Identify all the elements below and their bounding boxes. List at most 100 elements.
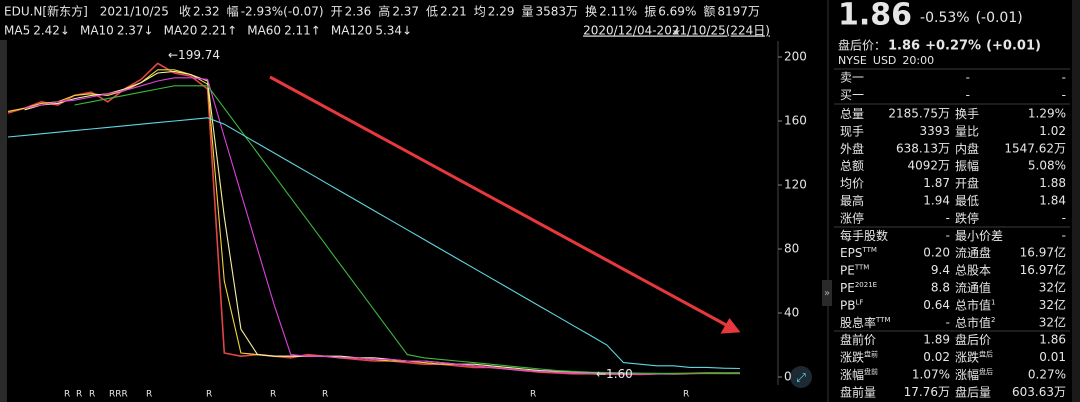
field-value: 17.76万 — [904, 385, 950, 399]
field-label-text: 均价 — [840, 176, 864, 190]
field-value: 1.86 — [1039, 333, 1066, 347]
y-tick-label: 120 — [784, 178, 807, 192]
field-value: 1.87 — [923, 176, 950, 190]
y-tick-label: 200 — [784, 50, 807, 64]
field-value: 1.89 — [923, 333, 950, 347]
field-label: 盘前量 — [840, 384, 876, 399]
scrollbar[interactable] — [1072, 0, 1080, 402]
field-value: 603.63万 — [1012, 385, 1066, 399]
symbol: EDU.N[新东方] — [4, 4, 88, 19]
field-label-text: 流通盘 — [955, 245, 991, 260]
event-marker: R — [64, 390, 70, 400]
field-value: - — [1062, 228, 1066, 242]
field-label: 振幅 — [955, 158, 979, 173]
field-label: 换手 — [955, 107, 979, 121]
event-marker: R — [206, 390, 212, 400]
field-label: PBLF — [840, 298, 863, 312]
field-label-text: 外盘 — [840, 140, 864, 155]
field-label-text: PE — [840, 281, 855, 295]
field-value: 1.88 — [1039, 176, 1066, 190]
field-value: 16.97亿 — [1020, 262, 1066, 277]
extreme-label: ←199.74 — [168, 48, 220, 62]
star-icon[interactable]: ★ — [672, 27, 681, 38]
quote-value: 2.37 — [392, 5, 419, 19]
field-label-text: 总量 — [840, 107, 864, 121]
collapse-button[interactable] — [822, 280, 832, 306]
field-value: 1.29% — [1028, 107, 1066, 121]
field-label: 最高 — [840, 193, 864, 208]
quote-value: 2.29 — [488, 5, 515, 19]
legend-name: MA60 — [247, 24, 281, 38]
field-label: 涨跌盘前 — [840, 349, 878, 364]
field-value: 16.97亿 — [1020, 245, 1066, 260]
order-price: - — [966, 88, 970, 102]
field-label: 最小价差 — [955, 228, 1003, 242]
after-value: (+0.01) — [986, 39, 1041, 54]
field-label: 外盘 — [840, 140, 864, 155]
order-volume: - — [1062, 71, 1066, 85]
field-value: 638.13万 — [896, 141, 950, 155]
event-marker: RRR — [109, 390, 128, 400]
field-label-text: PE — [840, 263, 855, 277]
field-label-text: 换手 — [955, 107, 979, 121]
order-label: 买一 — [840, 88, 864, 102]
trend-arrow — [269, 75, 729, 328]
field-label-text: 涨幅 — [840, 367, 864, 382]
field-label: 流通值 — [955, 280, 991, 295]
y-tick-label: 40 — [784, 306, 799, 320]
field-value: 1.02 — [1039, 124, 1066, 138]
quote-label: 低 — [426, 5, 438, 19]
field-label-text: 最高 — [840, 193, 864, 208]
field-label-text: 每手股数 — [840, 227, 888, 242]
field-label-text: 涨跌 — [955, 349, 979, 364]
field-label-text: 总额 — [840, 159, 864, 173]
quote-label: 换 — [585, 5, 597, 19]
y-tick-label: 160 — [784, 114, 807, 128]
field-label-sup: 盘前 — [864, 367, 878, 376]
extreme-label: ←1.60 — [596, 367, 633, 381]
field-value: 9.4 — [931, 263, 950, 277]
collapse-icon[interactable]: » — [824, 288, 830, 299]
price-line — [74, 85, 740, 375]
field-label: 总量 — [840, 107, 864, 121]
field-label-text: 现手 — [840, 124, 864, 138]
field-value: 32亿 — [1039, 280, 1066, 295]
field-label-sup: 盘后 — [979, 367, 993, 376]
quote-label: 振 — [644, 5, 656, 19]
date: 2021/10/25 — [100, 5, 169, 19]
field-value: 32亿 — [1039, 297, 1066, 312]
quote-label: 量 — [522, 5, 534, 19]
field-label: 盘后量 — [955, 384, 991, 399]
legend-value: 2.37↓ — [117, 24, 154, 38]
field-value: 1.07% — [912, 368, 950, 382]
field-label-text: 跌停 — [955, 210, 979, 225]
quote-label: 幅 — [227, 4, 239, 19]
field-label-text: 开盘 — [955, 175, 979, 190]
expand-button[interactable] — [790, 366, 812, 388]
field-label: 涨跌盘后 — [955, 349, 993, 364]
order-price: - — [966, 71, 970, 85]
field-label: 盘后价 — [955, 332, 991, 347]
quote-value: 2.36 — [345, 5, 372, 19]
legend-value: 2.42↓ — [33, 24, 70, 38]
expand-icon[interactable]: ⤢ — [795, 371, 806, 385]
field-label-text: 总市值 — [955, 314, 991, 329]
market-info: USD — [873, 54, 897, 67]
field-label-text: 盘后价 — [955, 332, 991, 347]
field-label-sup: TTM — [875, 316, 890, 324]
event-marker: R — [89, 390, 95, 400]
quote-label: 均 — [474, 5, 486, 19]
legend-value: 2.21↑ — [200, 24, 237, 38]
field-label-sup: TTM — [854, 264, 869, 272]
field-label-text: 股息率 — [840, 314, 876, 329]
field-label-text: 量比 — [955, 124, 979, 138]
quote-value: 2.32 — [193, 5, 220, 19]
field-label: 量比 — [955, 124, 979, 138]
order-label: 卖一 — [840, 71, 864, 85]
field-label-text: 最小价差 — [955, 228, 1003, 242]
quote-value: 2.11% — [599, 5, 637, 19]
field-value: - — [946, 228, 950, 242]
change-pct: -0.53% — [920, 10, 970, 26]
